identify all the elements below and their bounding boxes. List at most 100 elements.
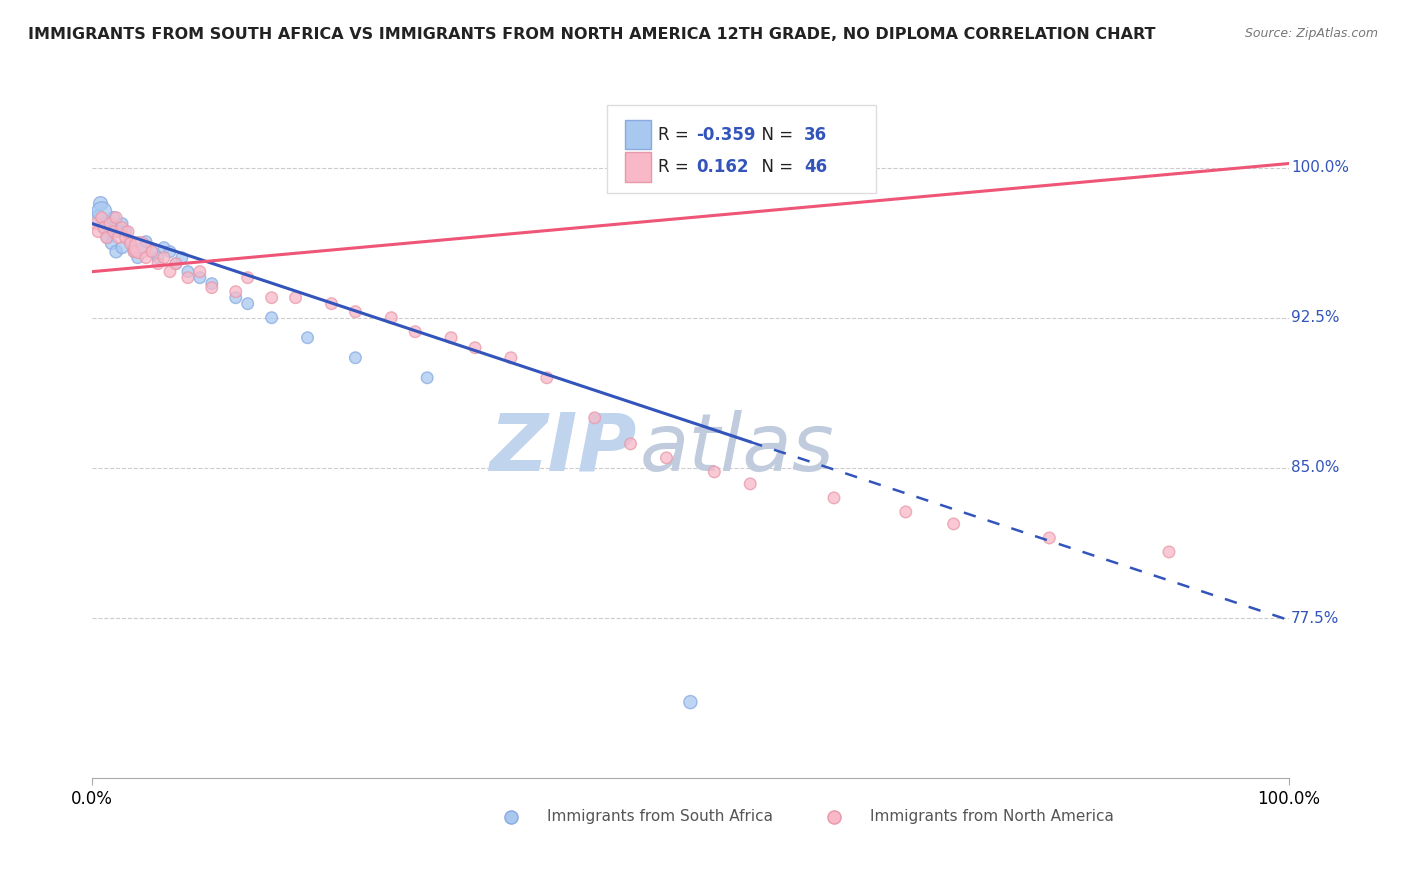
Point bbox=[105, 244, 128, 259]
Point bbox=[87, 225, 110, 239]
Point bbox=[404, 325, 426, 339]
Text: IMMIGRANTS FROM SOUTH AFRICA VS IMMIGRANTS FROM NORTH AMERICA 12TH GRADE, NO DIP: IMMIGRANTS FROM SOUTH AFRICA VS IMMIGRAN… bbox=[28, 27, 1156, 42]
Point bbox=[111, 217, 134, 231]
Point bbox=[380, 310, 402, 325]
Point bbox=[98, 217, 121, 231]
Point bbox=[499, 351, 522, 365]
Point bbox=[93, 220, 115, 235]
Text: R =: R = bbox=[658, 158, 695, 176]
Bar bbox=[624, 153, 651, 182]
Point bbox=[146, 251, 169, 265]
Point bbox=[127, 251, 149, 265]
Point bbox=[111, 220, 134, 235]
Point bbox=[135, 251, 157, 265]
Point bbox=[201, 280, 224, 294]
Point bbox=[159, 244, 181, 259]
Text: -0.359: -0.359 bbox=[696, 126, 756, 144]
Point bbox=[146, 257, 169, 271]
Text: 100.0%: 100.0% bbox=[1291, 160, 1348, 175]
Point bbox=[159, 265, 181, 279]
Point bbox=[84, 217, 107, 231]
Point bbox=[93, 220, 115, 235]
Point bbox=[96, 230, 118, 244]
Point bbox=[201, 277, 224, 291]
Text: 0.162: 0.162 bbox=[696, 158, 749, 176]
Point bbox=[655, 450, 678, 465]
Point bbox=[583, 410, 606, 425]
Text: 46: 46 bbox=[804, 158, 827, 176]
Point bbox=[440, 331, 463, 345]
Point bbox=[260, 291, 283, 305]
Point bbox=[117, 225, 139, 239]
Point bbox=[321, 296, 343, 310]
Point bbox=[1038, 531, 1060, 545]
Point bbox=[740, 476, 762, 491]
Point bbox=[942, 516, 965, 531]
Point bbox=[165, 257, 187, 271]
Text: 77.5%: 77.5% bbox=[1291, 610, 1340, 625]
Point bbox=[100, 236, 122, 251]
Point bbox=[98, 225, 121, 239]
Point bbox=[344, 304, 367, 318]
Point bbox=[103, 225, 125, 239]
Point bbox=[97, 230, 120, 244]
Point bbox=[107, 230, 129, 244]
Point bbox=[188, 265, 211, 279]
Point bbox=[153, 241, 176, 255]
Point bbox=[225, 285, 247, 299]
Point bbox=[416, 371, 439, 385]
Point bbox=[90, 211, 112, 225]
Text: 36: 36 bbox=[804, 126, 827, 144]
Bar bbox=[624, 120, 651, 150]
Point bbox=[131, 241, 153, 255]
Point bbox=[122, 244, 145, 259]
Point bbox=[90, 196, 112, 211]
Text: atlas: atlas bbox=[640, 409, 835, 488]
Text: Source: ZipAtlas.com: Source: ZipAtlas.com bbox=[1244, 27, 1378, 40]
Point bbox=[141, 244, 163, 259]
Point bbox=[122, 244, 145, 259]
Point bbox=[177, 265, 200, 279]
Point bbox=[464, 341, 486, 355]
Text: 92.5%: 92.5% bbox=[1291, 310, 1340, 326]
Point bbox=[619, 437, 641, 451]
Point bbox=[679, 695, 702, 709]
Point bbox=[236, 296, 259, 310]
Text: ZIP: ZIP bbox=[489, 409, 637, 488]
Point bbox=[129, 241, 152, 255]
FancyBboxPatch shape bbox=[606, 105, 876, 193]
Text: R =: R = bbox=[658, 126, 695, 144]
Point bbox=[87, 211, 110, 225]
Point bbox=[236, 270, 259, 285]
Point bbox=[536, 371, 558, 385]
Text: 85.0%: 85.0% bbox=[1291, 460, 1340, 475]
Point bbox=[823, 491, 845, 505]
Point bbox=[120, 235, 142, 249]
Point bbox=[170, 251, 193, 265]
Point bbox=[111, 241, 134, 255]
Text: Immigrants from North America: Immigrants from North America bbox=[870, 809, 1114, 824]
Point bbox=[703, 465, 725, 479]
Point bbox=[141, 244, 163, 259]
Point bbox=[105, 220, 128, 235]
Point bbox=[96, 217, 118, 231]
Point bbox=[135, 235, 157, 249]
Point bbox=[894, 505, 917, 519]
Point bbox=[107, 225, 129, 239]
Point bbox=[90, 204, 112, 219]
Point bbox=[260, 310, 283, 325]
Point bbox=[344, 351, 367, 365]
Point bbox=[114, 230, 136, 244]
Point bbox=[188, 270, 211, 285]
Point bbox=[1157, 545, 1180, 559]
Point bbox=[105, 211, 128, 225]
Point bbox=[153, 251, 176, 265]
Text: Immigrants from South Africa: Immigrants from South Africa bbox=[547, 809, 773, 824]
Point bbox=[103, 211, 125, 225]
Text: N =: N = bbox=[751, 126, 799, 144]
Point bbox=[297, 331, 319, 345]
Point bbox=[177, 270, 200, 285]
Point bbox=[120, 236, 142, 251]
Text: N =: N = bbox=[751, 158, 799, 176]
Point bbox=[225, 291, 247, 305]
